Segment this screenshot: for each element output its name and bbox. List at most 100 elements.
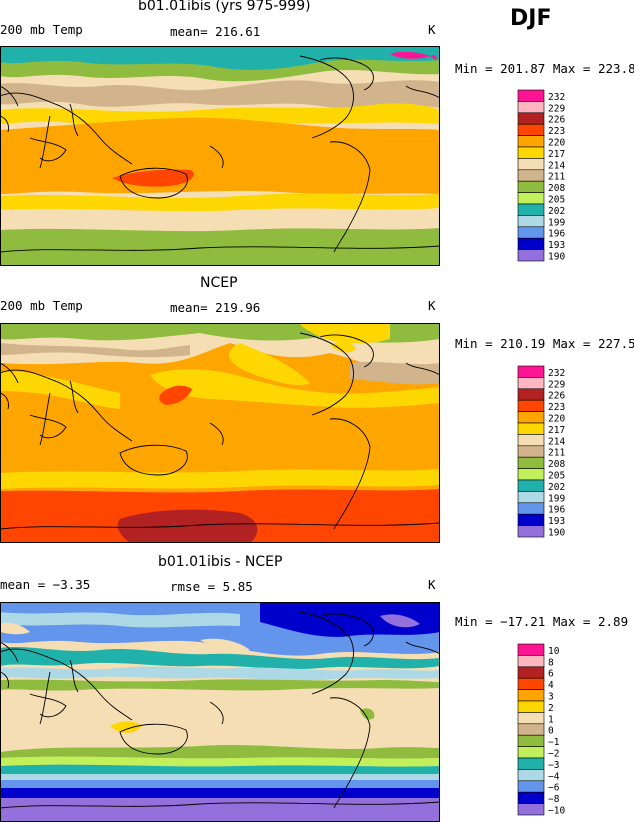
labelbar-box <box>517 513 545 526</box>
labelbar-label: 220 <box>548 414 565 425</box>
panel3-units-label: K <box>428 577 436 592</box>
labelbar-label: 10 <box>548 646 560 657</box>
labelbar-box <box>517 89 545 102</box>
labelbar-box <box>517 780 545 793</box>
labelbar-box <box>517 135 545 148</box>
labelbar-label: −4 <box>548 771 560 782</box>
labelbar-box <box>517 655 545 668</box>
labelbar-label: 193 <box>548 240 565 251</box>
labelbar-label: 223 <box>548 126 565 137</box>
labelbar-label: 0 <box>548 726 554 737</box>
labelbar-box <box>517 226 545 239</box>
labelbar-label: 202 <box>548 482 565 493</box>
panel3-center-label: rmse = 5.85 <box>170 579 253 594</box>
labelbar-label: 214 <box>548 160 565 171</box>
labelbar-label: 199 <box>548 217 565 228</box>
labelbar-box <box>517 769 545 782</box>
labelbar-box <box>517 803 545 816</box>
labelbar-box <box>517 445 545 458</box>
labelbar-label: −6 <box>548 783 560 794</box>
panel3-left-label: mean = −3.35 <box>0 577 91 592</box>
labelbar-box <box>517 249 545 262</box>
labelbar-box <box>517 377 545 390</box>
labelbar-box <box>517 791 545 804</box>
labelbar-box <box>517 123 545 136</box>
panel3-minmax: Min = −17.21 Max = 2.89 <box>455 614 629 629</box>
labelbar-box <box>517 112 545 125</box>
panel1-left-label: 200 mb Temp <box>0 22 83 37</box>
labelbar-label: 214 <box>548 436 565 447</box>
labelbar-label: 199 <box>548 493 565 504</box>
labelbar-label: −1 <box>548 737 560 748</box>
labelbar-label: 6 <box>548 669 554 680</box>
labelbar-label: −2 <box>548 749 559 760</box>
panel2-labelbar: 2322292262232202172142112082052021991961… <box>517 365 565 539</box>
labelbar-label: 205 <box>548 471 565 482</box>
labelbar-label: 3 <box>548 692 554 703</box>
labelbar-box <box>517 158 545 171</box>
panel2-units-label: K <box>428 298 436 313</box>
labelbar-label: 223 <box>548 402 565 413</box>
labelbar-box <box>517 180 545 193</box>
panel1-center-label: mean= 216.61 <box>170 24 261 39</box>
labelbar-box <box>517 491 545 504</box>
labelbar-box <box>517 734 545 747</box>
panel2-center-label: mean= 219.96 <box>170 300 261 315</box>
panel2-title: NCEP <box>200 275 238 291</box>
labelbar-box <box>517 169 545 182</box>
labelbar-label: 190 <box>548 528 565 539</box>
panel2-minmax: Min = 210.19 Max = 227.56 <box>455 336 634 351</box>
labelbar-box <box>517 746 545 759</box>
panel1-minmax: Min = 201.87 Max = 223.81 <box>455 61 634 76</box>
labelbar-box <box>517 399 545 412</box>
labelbar-label: 202 <box>548 206 565 217</box>
labelbar-box <box>517 434 545 447</box>
labelbar-label: 193 <box>548 516 565 527</box>
panel1-units-label: K <box>428 22 436 37</box>
labelbar-box <box>517 525 545 538</box>
panel1-map <box>0 46 440 266</box>
labelbar-box <box>517 388 545 401</box>
labelbar-label: −8 <box>548 794 560 805</box>
labelbar-label: 208 <box>548 183 565 194</box>
labelbar-label: 196 <box>548 505 565 516</box>
labelbar-label: 208 <box>548 459 565 470</box>
labelbar-label: −3 <box>548 760 559 771</box>
labelbar-label: 229 <box>548 379 565 390</box>
labelbar-box <box>517 689 545 702</box>
labelbar-label: 217 <box>548 425 565 436</box>
labelbar-label: 205 <box>548 195 565 206</box>
panel3-map <box>0 602 440 822</box>
labelbar-label: 4 <box>548 680 554 691</box>
labelbar-box <box>517 422 545 435</box>
labelbar-box <box>517 237 545 250</box>
labelbar-label: 232 <box>548 92 565 103</box>
labelbar-label: 2 <box>548 703 554 714</box>
labelbar-label: 190 <box>548 252 565 263</box>
labelbar-box <box>517 146 545 159</box>
labelbar-box <box>517 700 545 713</box>
labelbar-label: 217 <box>548 149 565 160</box>
labelbar-box <box>517 215 545 228</box>
labelbar-label: 196 <box>548 229 565 240</box>
labelbar-box <box>517 456 545 469</box>
panel2-left-label: 200 mb Temp <box>0 298 83 313</box>
labelbar-box <box>517 101 545 114</box>
labelbar-box <box>517 411 545 424</box>
labelbar-box <box>517 468 545 481</box>
panel2-map <box>0 323 440 543</box>
panel3-title: b01.01ibis - NCEP <box>158 554 283 570</box>
labelbar-box <box>517 502 545 515</box>
labelbar-label: 226 <box>548 391 565 402</box>
labelbar-box <box>517 677 545 690</box>
labelbar-box <box>517 203 545 216</box>
labelbar-box <box>517 365 545 378</box>
labelbar-label: 8 <box>548 657 554 668</box>
labelbar-label: 226 <box>548 115 565 126</box>
labelbar-label: 232 <box>548 368 565 379</box>
labelbar-box <box>517 723 545 736</box>
labelbar-box <box>517 479 545 492</box>
labelbar-label: 211 <box>548 448 565 459</box>
labelbar-label: 229 <box>548 103 565 114</box>
